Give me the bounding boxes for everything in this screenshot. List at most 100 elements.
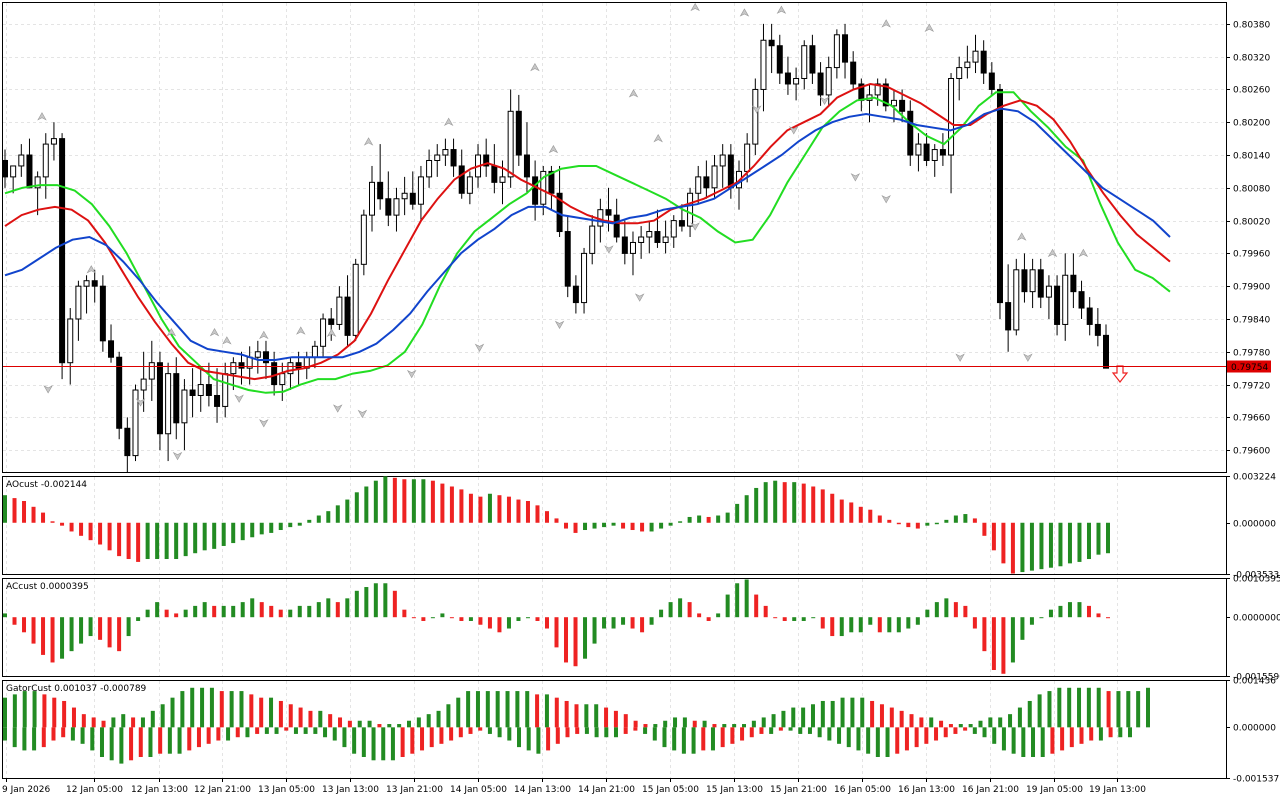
fractal-up-marker xyxy=(86,265,97,274)
candle-body xyxy=(483,154,490,167)
gator-upper-bar xyxy=(643,724,648,728)
ao-bar xyxy=(506,496,511,523)
gator-upper-bar xyxy=(1096,687,1101,728)
candle-body xyxy=(156,362,163,435)
candle-body xyxy=(1062,274,1069,325)
gator-lower-bar xyxy=(12,727,17,748)
gator-lower-bar xyxy=(196,727,201,748)
ao-bar xyxy=(773,480,778,523)
ma-line-green xyxy=(4,91,1171,394)
gator-upper-bar xyxy=(1146,687,1150,728)
candle-body xyxy=(1054,285,1061,325)
candle-body xyxy=(793,78,800,85)
ao-bar xyxy=(278,522,283,531)
ac-bar xyxy=(240,602,245,618)
candle-body xyxy=(401,192,408,200)
candle-body xyxy=(1045,285,1052,298)
gator-lower-bar xyxy=(536,727,541,754)
ac-bar xyxy=(754,594,759,618)
current-price-label: 0.79754 xyxy=(1231,363,1268,373)
candle-body xyxy=(948,78,955,156)
gator-lower-bar xyxy=(798,727,803,734)
gator-upper-bar xyxy=(1027,700,1032,728)
gator-upper-bar xyxy=(288,704,293,728)
gator-upper-bar xyxy=(259,697,264,728)
gator-lower-bar xyxy=(1060,727,1065,751)
ac-bar xyxy=(107,617,112,648)
ao-bar xyxy=(630,522,635,531)
gator-upper-bar xyxy=(308,710,313,728)
ac-bar xyxy=(383,583,388,618)
gator-upper-bar xyxy=(594,704,599,728)
candle-body xyxy=(980,50,987,74)
candle-body xyxy=(899,99,906,112)
ao-bar xyxy=(906,522,911,528)
gator-upper-bar xyxy=(939,720,944,728)
ao-y-tick-label: -0.003533 xyxy=(1233,571,1279,581)
ao-bar xyxy=(801,483,806,523)
ao-bar xyxy=(877,515,882,523)
candle-body xyxy=(262,351,269,364)
candle-body xyxy=(279,373,286,386)
ac-bar xyxy=(668,602,673,618)
ao-bar xyxy=(516,499,521,523)
gator-lower-bar xyxy=(99,727,104,758)
ao-y-tick-label: 0.000000 xyxy=(1233,520,1276,530)
gator-lower-bar xyxy=(594,727,599,738)
ao-bar xyxy=(316,515,321,523)
ao-bar xyxy=(1086,522,1091,560)
gator-lower-bar xyxy=(449,727,454,741)
gator-upper-bar xyxy=(347,720,352,728)
ac-bar xyxy=(1106,617,1110,619)
gator-lower-bar xyxy=(216,727,221,741)
candle-body xyxy=(116,356,123,429)
fractal-up-marker xyxy=(653,134,663,143)
ac-bar xyxy=(269,605,274,618)
candle-body xyxy=(271,362,278,386)
candle-body xyxy=(605,209,612,216)
ac-bar xyxy=(678,598,683,618)
candle-body xyxy=(1070,274,1077,293)
fractal-up-marker xyxy=(628,89,639,98)
ac-bar xyxy=(117,617,122,652)
gator-lower-bar xyxy=(517,727,522,748)
gator-upper-bar xyxy=(328,714,333,728)
candle-body xyxy=(91,280,98,287)
fractal-down-marker xyxy=(690,222,700,231)
ao-bar xyxy=(820,489,825,523)
ac-bar xyxy=(792,617,797,621)
gator-upper-bar xyxy=(338,717,343,728)
price-panel xyxy=(2,2,1226,472)
ao-bar xyxy=(88,522,93,541)
gator-upper-bar xyxy=(278,700,283,728)
candle-body xyxy=(581,252,588,304)
candle-body xyxy=(165,373,172,435)
x-tick-label: 16 Jan 13:00 xyxy=(898,785,955,795)
gator-upper-bar xyxy=(830,700,835,728)
ac-bar xyxy=(79,617,84,644)
fractal-down-marker xyxy=(172,451,183,461)
candle-body xyxy=(1094,323,1101,336)
gator-lower-bar xyxy=(313,727,318,734)
gator-upper-bar xyxy=(318,710,323,728)
gator-lower-bar xyxy=(953,727,958,734)
gator-lower-bar xyxy=(167,727,172,754)
candle-body xyxy=(214,394,221,407)
candle-body xyxy=(719,154,726,167)
ao-bar xyxy=(1077,522,1082,562)
gator-lower-bar xyxy=(381,727,386,761)
gator-lower-bar xyxy=(158,727,163,754)
fractal-down-marker xyxy=(634,293,645,302)
ac-bar xyxy=(22,617,27,633)
ac-bar xyxy=(1010,617,1015,663)
candle-body xyxy=(923,143,930,161)
fractal-down-marker xyxy=(554,320,565,330)
price-y-tick-label: 0.80320 xyxy=(1233,54,1270,64)
candle-body xyxy=(1029,269,1036,293)
gator-upper-bar xyxy=(525,691,530,728)
fractal-up-marker xyxy=(37,112,47,121)
ao-bar xyxy=(849,502,854,523)
ac-bar xyxy=(1001,617,1006,674)
ac-bar xyxy=(1020,617,1025,640)
